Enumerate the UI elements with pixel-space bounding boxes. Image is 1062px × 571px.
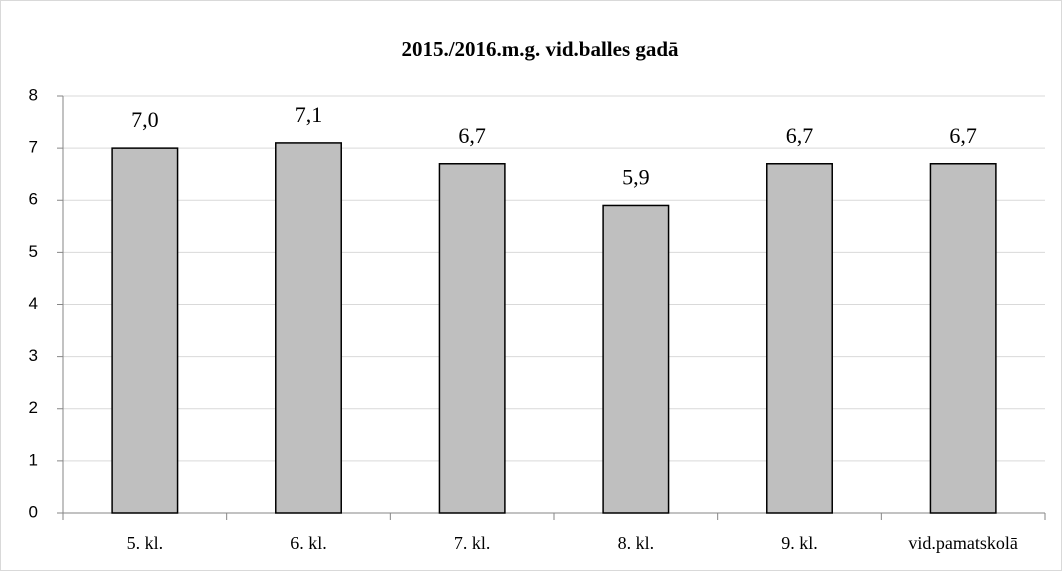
bar — [275, 142, 342, 514]
y-tick-label: 4 — [29, 294, 38, 313]
y-tick-label: 7 — [29, 138, 38, 157]
x-tick-label: 8. kl. — [618, 533, 655, 553]
bar — [766, 163, 833, 514]
data-label: 6,7 — [458, 123, 486, 148]
x-tick-label: 7. kl. — [454, 533, 491, 553]
x-tick-label: 6. kl. — [290, 533, 327, 553]
y-tick-label: 5 — [29, 242, 38, 261]
y-tick-label: 8 — [29, 85, 38, 104]
x-tick-label: 9. kl. — [781, 533, 818, 553]
y-tick-label: 1 — [29, 450, 38, 469]
data-label: 7,0 — [131, 107, 159, 132]
data-label: 7,1 — [295, 102, 323, 127]
data-label: 6,7 — [786, 123, 814, 148]
chart-title: 2015./2016.m.g. vid.balles gadā — [401, 37, 679, 61]
data-label: 6,7 — [949, 123, 977, 148]
y-tick-label: 2 — [29, 398, 38, 417]
x-tick-label: vid.pamatskolā — [908, 533, 1017, 553]
x-tick-label: 5. kl. — [127, 533, 164, 553]
y-tick-label: 3 — [29, 346, 38, 365]
data-label: 5,9 — [622, 165, 650, 190]
y-tick-label: 0 — [29, 502, 38, 521]
bar — [111, 147, 179, 514]
bar — [602, 204, 670, 514]
bar — [929, 163, 997, 514]
y-tick-label: 6 — [29, 190, 38, 209]
bar — [438, 163, 506, 514]
